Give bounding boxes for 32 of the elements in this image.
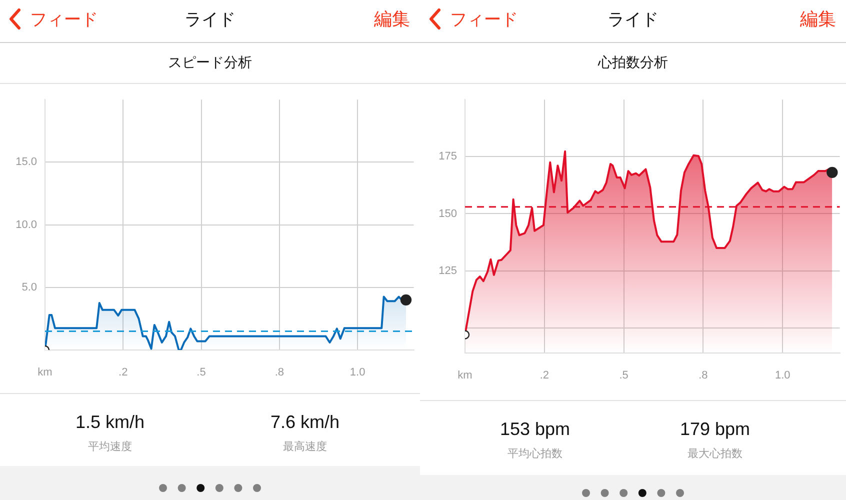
text: 平均心拍数 <box>506 446 564 461</box>
text: 編集 <box>800 8 836 31</box>
text: 7.6 km/h <box>269 412 341 433</box>
y-tick-label: 125 <box>438 264 457 277</box>
text: 153 bpm <box>498 419 572 440</box>
text: フィード <box>30 9 98 31</box>
text: 編集 <box>374 8 410 31</box>
text: フィード <box>450 9 518 31</box>
x-tick-label: 1.0 <box>350 366 366 379</box>
text: ライド <box>184 10 236 29</box>
x-tick-label: .2 <box>540 370 549 382</box>
x-tick-label: .8 <box>698 370 708 382</box>
text: 179 bpm <box>678 419 752 440</box>
x-tick-label: km <box>458 370 472 382</box>
x-tick-label: .2 <box>118 366 128 379</box>
x-tick-label: .8 <box>274 366 284 379</box>
y-tick-label: 15.0 <box>16 156 37 168</box>
text: 1.5 km/h <box>74 412 146 433</box>
x-tick-label: .5 <box>619 370 628 382</box>
text: 最高速度 <box>282 440 328 454</box>
y-tick-label: 150 <box>438 208 457 220</box>
text: ライド <box>608 10 658 29</box>
text: 最大心拍数 <box>686 446 744 461</box>
text: 平均速度 <box>87 440 133 454</box>
chart-title: スピード分析 <box>167 54 253 72</box>
y-tick-label: 175 <box>438 150 457 163</box>
x-tick-label: .5 <box>196 366 206 379</box>
chart-title: 心拍数分析 <box>596 54 669 72</box>
x-tick-label: 1.0 <box>774 370 790 382</box>
y-tick-label: 5.0 <box>22 281 37 294</box>
x-tick-label: km <box>38 366 52 379</box>
y-tick-label: 10.0 <box>16 218 37 231</box>
